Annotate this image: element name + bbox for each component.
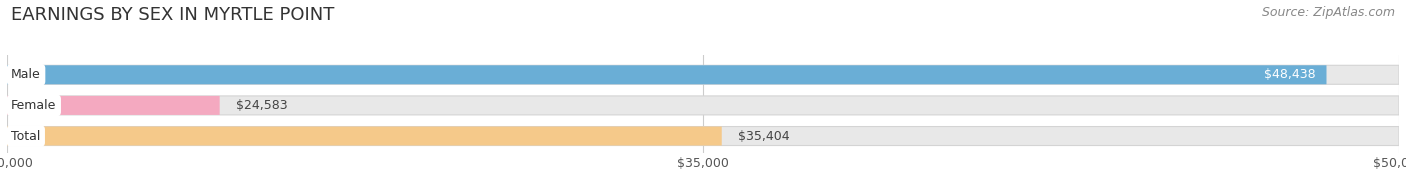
FancyBboxPatch shape <box>7 127 1399 145</box>
FancyBboxPatch shape <box>7 96 1399 115</box>
Text: $24,583: $24,583 <box>236 99 288 112</box>
Text: Male: Male <box>11 68 41 81</box>
Text: $35,404: $35,404 <box>738 130 790 142</box>
FancyBboxPatch shape <box>7 65 1326 84</box>
Text: Total: Total <box>11 130 41 142</box>
Text: $48,438: $48,438 <box>1264 68 1316 81</box>
Text: Female: Female <box>11 99 56 112</box>
Text: EARNINGS BY SEX IN MYRTLE POINT: EARNINGS BY SEX IN MYRTLE POINT <box>11 6 335 24</box>
Text: Source: ZipAtlas.com: Source: ZipAtlas.com <box>1261 6 1395 19</box>
FancyBboxPatch shape <box>7 127 721 145</box>
FancyBboxPatch shape <box>7 65 1399 84</box>
FancyBboxPatch shape <box>7 96 219 115</box>
